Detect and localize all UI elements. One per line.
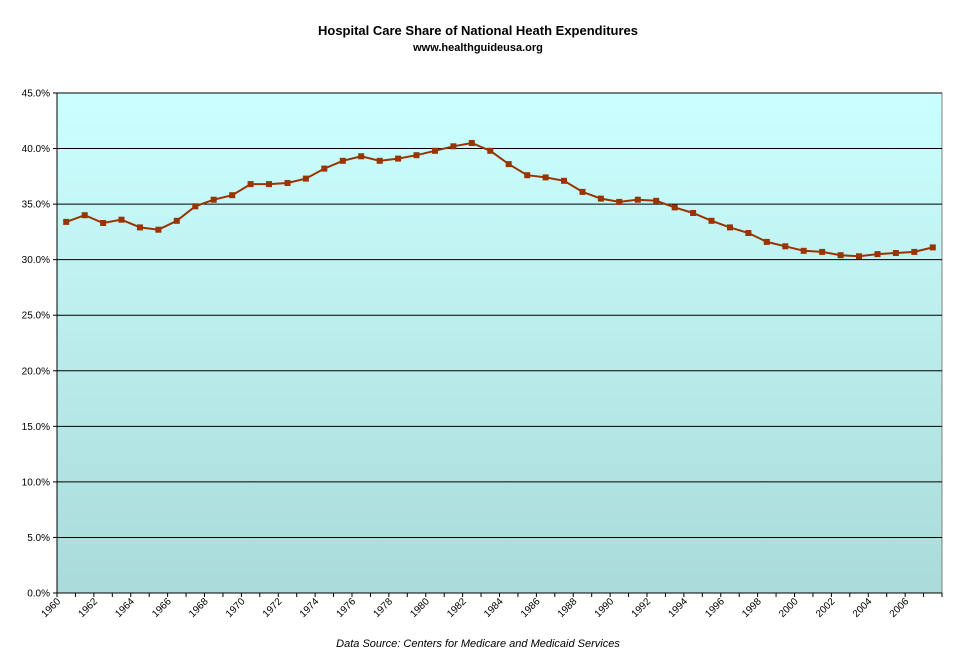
y-tick-label: 20.0%: [22, 366, 50, 377]
y-axis: 0.0% 5.0% 10.0% 15.0% 20.0% 25.0% 30.0% 35.0% 40…: [22, 89, 58, 600]
data-point: [487, 147, 494, 154]
data-point: [192, 203, 199, 210]
y-tick-label: 15.0%: [22, 422, 50, 433]
data-point: [321, 165, 328, 172]
x-tick-label: 2004: [851, 596, 875, 620]
x-tick-label: 1970: [224, 596, 248, 620]
x-tick-label: 1978: [371, 596, 395, 620]
data-point: [137, 224, 143, 231]
data-point: [413, 152, 420, 159]
data-point: [118, 216, 125, 223]
data-point: [247, 181, 254, 188]
series-line: [65, 141, 934, 258]
data-point: [634, 196, 641, 203]
gridlines: [57, 92, 942, 538]
data-point: [597, 195, 604, 202]
data-point: [376, 157, 383, 164]
data-point: [837, 252, 844, 259]
data-point: [782, 243, 789, 250]
chart-title: Hospital Care Share of National Heath Ex…: [317, 23, 639, 38]
y-tick-label: 30.0%: [22, 255, 50, 266]
x-tick-label: 1960: [40, 596, 64, 620]
y-tick-label: 10.0%: [22, 477, 50, 488]
data-point: [911, 248, 918, 255]
data-point: [929, 244, 936, 251]
x-tick-label: 1990: [593, 596, 617, 620]
plot-area: [56, 92, 943, 594]
x-tick-label: 2000: [777, 596, 801, 620]
data-point: [524, 172, 531, 179]
data-point: [100, 220, 107, 226]
data-source-note: Data Source: Centers for Medicare and Me…: [336, 638, 620, 650]
data-point: [266, 181, 272, 188]
data-point: [81, 212, 88, 219]
data-point: [874, 251, 881, 258]
data-point: [210, 196, 217, 203]
x-tick-label: 1994: [666, 596, 690, 620]
x-tick-label: 1972: [261, 596, 285, 620]
data-point: [468, 140, 475, 146]
x-tick-label: 1968: [187, 596, 211, 620]
data-point: [653, 197, 660, 204]
x-tick-label: 1984: [482, 596, 506, 620]
data-point: [229, 192, 236, 199]
chart-subtitle: www.healthguideusa.org: [413, 42, 543, 54]
data-point: [763, 238, 770, 245]
x-axis: 1960 1962 1964 1966 1968 1970 1972 1974 1976 1978…: [40, 592, 943, 620]
y-tick-label: 25.0%: [22, 311, 50, 322]
x-tick-label: 1996: [703, 596, 727, 620]
series-hospital-care-share: [63, 140, 936, 260]
data-point: [432, 147, 438, 154]
data-point: [892, 250, 899, 256]
data-point: [671, 204, 678, 211]
x-tick-label: 1966: [150, 596, 174, 620]
data-point: [819, 248, 826, 255]
data-point: [358, 153, 365, 160]
y-tick-label: 0.0%: [27, 589, 50, 600]
data-point: [542, 174, 549, 181]
y-tick-label: 45.0%: [22, 89, 50, 100]
data-point: [339, 157, 346, 164]
data-point: [745, 230, 752, 236]
x-tick-label: 1974: [298, 596, 322, 620]
x-tick-label: 1998: [740, 596, 764, 620]
x-tick-label: 1962: [76, 596, 100, 620]
x-tick-label: 1988: [556, 596, 580, 620]
data-point: [561, 177, 567, 184]
data-point: [616, 198, 623, 205]
data-point: [450, 143, 457, 150]
x-tick-label: 1992: [630, 596, 654, 620]
data-point: [155, 226, 162, 233]
data-point: [727, 224, 733, 231]
x-tick-label: 1982: [445, 596, 469, 620]
x-tick-label: 2006: [888, 596, 912, 620]
data-point: [856, 253, 862, 260]
y-tick-label: 40.0%: [22, 144, 50, 155]
data-point: [302, 175, 309, 182]
y-tick-label: 35.0%: [22, 200, 50, 211]
data-point: [505, 161, 512, 168]
data-point: [173, 217, 180, 224]
data-point: [395, 155, 402, 162]
x-tick-label: 1980: [408, 596, 432, 620]
x-tick-label: 2002: [814, 596, 838, 620]
y-tick-label: 5.0%: [27, 533, 50, 544]
data-point: [800, 247, 807, 254]
x-tick-label: 1976: [335, 596, 359, 620]
data-point: [579, 188, 586, 195]
data-point: [690, 210, 697, 216]
x-tick-label: 1986: [519, 596, 543, 620]
x-tick-label: 1964: [113, 596, 137, 620]
data-point: [63, 218, 70, 225]
data-point: [284, 180, 291, 186]
data-point: [708, 217, 715, 224]
